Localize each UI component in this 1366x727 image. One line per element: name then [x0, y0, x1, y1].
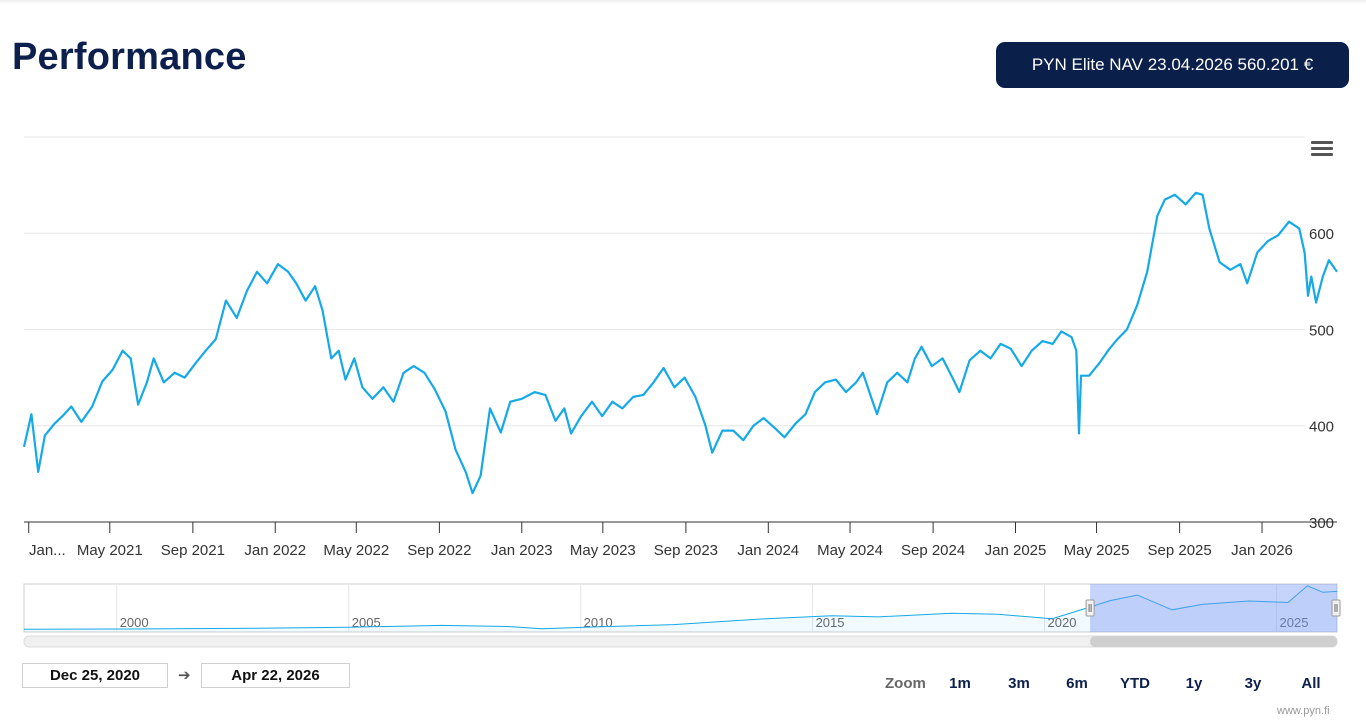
x-tick-label: May 2025	[1064, 542, 1130, 559]
y-tick-label: 400	[1309, 419, 1334, 436]
y-tick-label: 300	[1309, 515, 1334, 532]
zoom-3m-button[interactable]: 3m	[1008, 675, 1030, 692]
x-tick-label: Jan...	[29, 542, 66, 559]
zoom-1y-button[interactable]: 1y	[1185, 675, 1203, 692]
x-tick-label: Jan 2023	[491, 542, 553, 559]
scrollbar-thumb[interactable]	[1090, 636, 1337, 647]
navigator-area	[24, 585, 1337, 632]
x-tick-label: May 2023	[570, 542, 636, 559]
series-group	[22, 191, 1338, 495]
x-tick-label: Jan 2025	[985, 542, 1047, 559]
credit-link[interactable]: www.pyn.fi	[1277, 705, 1330, 717]
x-tick-label: Sep 2022	[407, 542, 471, 559]
range-from-input[interactable]: Dec 25, 2020	[22, 663, 168, 688]
navigator-selection[interactable]	[1090, 584, 1337, 632]
x-tick-label: Sep 2023	[654, 542, 718, 559]
navigator-tick-label: 2000	[120, 615, 149, 630]
grid-lines	[24, 136, 1305, 427]
page-title: Performance	[12, 36, 247, 78]
navigator-tick-label: 2025	[1280, 615, 1309, 630]
range-to-input[interactable]: Apr 22, 2026	[201, 663, 350, 688]
x-tick-label: May 2022	[323, 542, 389, 559]
navigator-tick-label: 2015	[816, 615, 845, 630]
navigator-tick-label: 2020	[1048, 615, 1077, 630]
y-tick-label: 500	[1309, 322, 1334, 339]
x-tick-label: Jan 2026	[1231, 542, 1293, 559]
x-tick-label: Jan 2022	[244, 542, 306, 559]
zoom-3y-button[interactable]: 3y	[1244, 675, 1262, 692]
zoom-ytd-button[interactable]: YTD	[1120, 675, 1150, 692]
x-tick-label: May 2021	[77, 542, 143, 559]
x-tick-label: Sep 2021	[161, 542, 225, 559]
nav-series-line[interactable]	[22, 191, 1338, 495]
nav-badge: PYN Elite NAV 23.04.2026 560.201 €	[996, 42, 1349, 88]
zoom-all-button[interactable]: All	[1301, 675, 1321, 692]
zoom-label: Zoom	[885, 675, 926, 692]
y-tick-label: 600	[1309, 226, 1334, 243]
arrow-right-icon: ➔	[178, 667, 191, 684]
hamburger-menu-icon[interactable]	[1310, 138, 1334, 158]
zoom-1m-button[interactable]: 1m	[949, 675, 971, 692]
x-tick-label: May 2024	[817, 542, 883, 559]
zoom-6m-button[interactable]: 6m	[1066, 675, 1088, 692]
x-tick-label: Sep 2024	[901, 542, 965, 559]
x-axis: Jan... May 2021 Sep 2021 Jan 2022 May 2022 Se…	[24, 521, 1337, 559]
top-shadow	[0, 0, 1366, 4]
navigator-handle-icon[interactable]	[1331, 599, 1341, 617]
navigator: 200020052010201520202025	[23, 583, 1341, 648]
y-axis-labels: 300 400 500 600	[1309, 226, 1334, 532]
navigator-series-line	[23, 585, 1338, 630]
navigator-handle-icon[interactable]	[1085, 599, 1095, 617]
x-tick-label: Jan 2024	[737, 542, 799, 559]
x-tick-label: Sep 2025	[1148, 542, 1212, 559]
